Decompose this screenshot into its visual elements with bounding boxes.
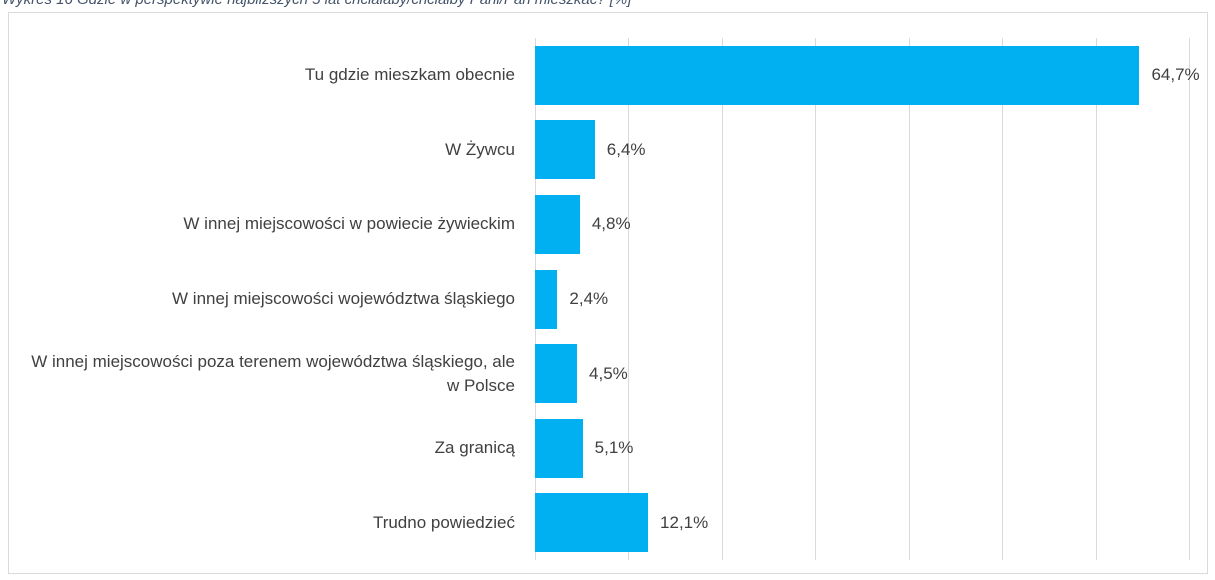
grid-line xyxy=(1189,38,1190,560)
chart-frame xyxy=(8,12,1208,574)
grid-line xyxy=(1095,38,1097,560)
y-tick-label: W innej miejscowości w powiecie żywiecki… xyxy=(183,214,515,234)
bar xyxy=(535,45,1140,105)
data-label: 6,4% xyxy=(606,139,646,159)
grid-line xyxy=(1002,38,1004,560)
data-label: 12,1% xyxy=(660,512,709,532)
bar xyxy=(535,418,583,478)
grid-line xyxy=(721,38,723,560)
data-label: 4,8% xyxy=(591,214,631,234)
y-tick-label: W Żywcu xyxy=(445,139,515,159)
data-label: 2,4% xyxy=(569,289,609,308)
bar xyxy=(535,120,595,180)
y-tick-label: Za granicą xyxy=(434,438,515,458)
data-label: 5,1% xyxy=(594,438,634,458)
y-tick-label: Trudno powiedzieć xyxy=(372,512,515,532)
chart-title: Wykres 16 Gdzie w perspektywie najbliższ… xyxy=(2,0,631,8)
y-tick-label: Tu gdzie mieszkam obecnie xyxy=(304,65,515,85)
grid-line xyxy=(908,38,910,560)
bar xyxy=(535,194,580,254)
grid-line xyxy=(815,38,817,560)
bar xyxy=(535,269,558,329)
data-label: 4,5% xyxy=(589,363,628,383)
bar xyxy=(535,493,649,553)
y-tick-label: W innej miejscowości poza terenem wojewó… xyxy=(31,351,515,395)
data-label: 64,7% xyxy=(1151,65,1200,85)
grid-line xyxy=(628,38,630,560)
y-tick-label: W innej miejscowości województwa śląskie… xyxy=(172,289,515,308)
bar xyxy=(535,344,578,404)
